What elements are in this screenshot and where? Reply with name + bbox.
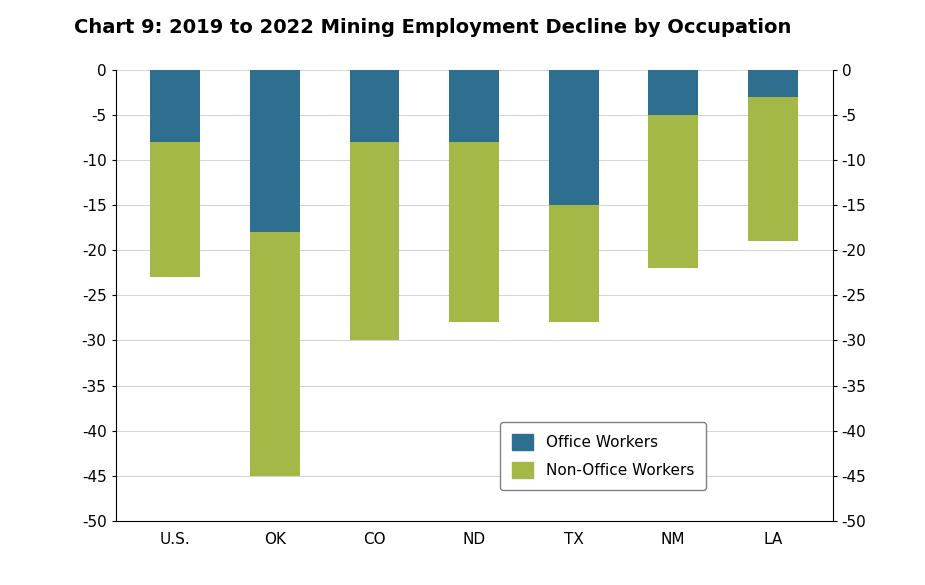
Bar bbox=[648, 115, 698, 269]
Bar bbox=[350, 142, 400, 340]
Bar bbox=[748, 97, 797, 242]
Bar bbox=[450, 142, 499, 322]
Bar bbox=[250, 70, 300, 232]
Bar bbox=[151, 70, 200, 142]
Bar bbox=[549, 205, 598, 322]
Bar bbox=[450, 70, 499, 142]
Bar bbox=[648, 70, 698, 115]
Bar bbox=[748, 70, 797, 97]
Bar bbox=[250, 232, 300, 476]
Text: Chart 9: 2019 to 2022 Mining Employment Decline by Occupation: Chart 9: 2019 to 2022 Mining Employment … bbox=[74, 18, 792, 36]
Bar bbox=[350, 70, 400, 142]
Bar bbox=[549, 70, 598, 205]
Bar bbox=[151, 142, 200, 277]
Legend: Office Workers, Non-Office Workers: Office Workers, Non-Office Workers bbox=[500, 422, 707, 490]
